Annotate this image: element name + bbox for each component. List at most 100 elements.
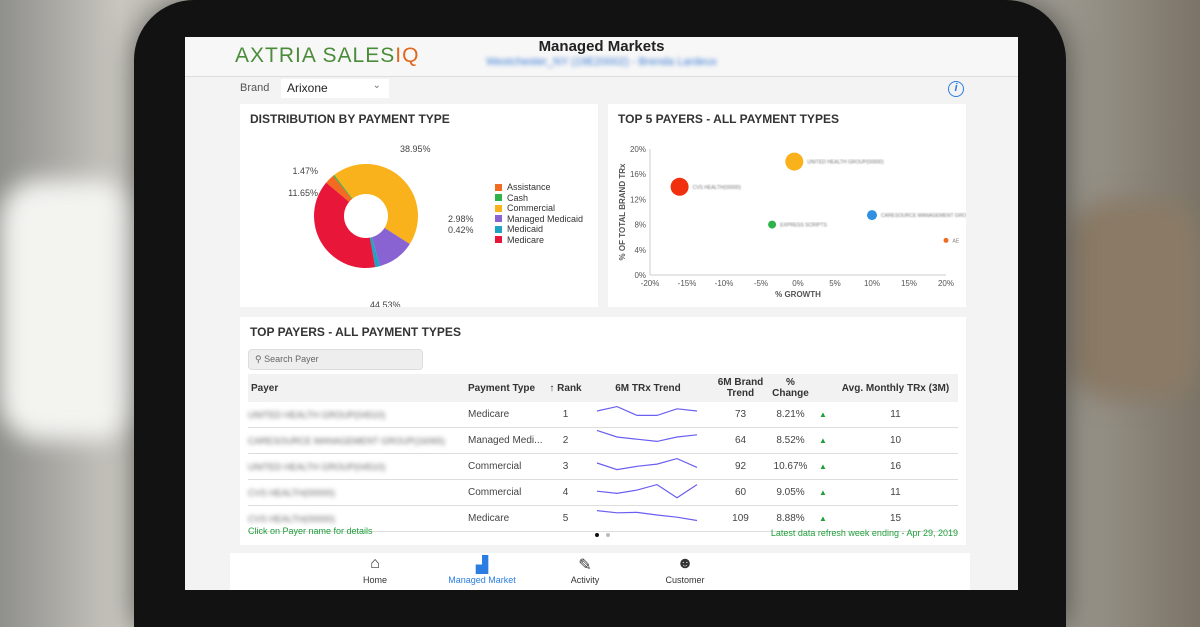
col-rank[interactable]: ↑ Rank <box>548 374 583 402</box>
trx-trend-sparkline <box>583 505 713 532</box>
page-dot[interactable] <box>606 533 610 537</box>
legend-label: Medicaid <box>507 224 544 235</box>
legend-label: Assistance <box>507 182 551 193</box>
brand-trend: 109 <box>713 505 768 532</box>
point-label: CARESOURCE MANAGEMENT GROUP <box>881 213 966 219</box>
y-axis-label: % OF TOTAL BRAND TRx <box>618 163 627 260</box>
donut-chart: 2.98%0.42% 44.53% 11.65% 1.47% 38.95% <box>288 144 473 307</box>
payer-name-link[interactable]: CARESOURCE MANAGEMENT GROUP(16065) <box>248 427 468 454</box>
payer-name-link[interactable]: UNITED HEALTH GROUP(04510) <box>248 402 468 428</box>
avg-monthly-trx: 15 <box>833 505 958 532</box>
home-icon: ⌂ <box>370 555 380 572</box>
brand-label: Brand <box>240 82 270 94</box>
donut-slice-commercial[interactable] <box>334 163 418 244</box>
rank: 2 <box>548 427 583 454</box>
x-tick: -10% <box>715 279 734 288</box>
info-icon[interactable]: i <box>948 81 964 97</box>
x-axis-label: % GROWTH <box>775 290 821 299</box>
legend-item[interactable]: Medicaid <box>495 224 583 235</box>
brand-trend: 60 <box>713 479 768 506</box>
distribution-panel: DISTRIBUTION BY PAYMENT TYPE 2.98% 0.42% 4… <box>240 104 598 307</box>
point-label: CVS HEALTH(00000) <box>693 185 742 191</box>
avg-monthly-trx: 10 <box>833 427 958 454</box>
sparkline <box>596 405 698 416</box>
page-dot-active[interactable] <box>595 533 599 537</box>
top5-panel: TOP 5 PAYERS - ALL PAYMENT TYPES 0% 4% 8% 1… <box>608 104 966 307</box>
donut-slice-assistance[interactable] <box>326 175 353 202</box>
donut-slice-managed-medicaid[interactable] <box>371 227 410 267</box>
payment-type: Commercial <box>468 453 548 480</box>
logo: AXTRIA SALESIQ <box>235 44 420 67</box>
nav-managed-market[interactable]: ▟ Managed Market <box>442 555 522 585</box>
rank: 4 <box>548 479 583 506</box>
brand-dropdown[interactable]: Arixone ⌄ <box>281 79 389 98</box>
bottom-nav: ⌂ Home ▟ Managed Market ✎ Activity ☻ Customer <box>230 553 970 590</box>
scatter-point[interactable] <box>943 237 949 243</box>
legend-item[interactable]: Cash <box>495 193 583 204</box>
scatter-point[interactable] <box>867 210 877 221</box>
donut-slice-medicare[interactable] <box>314 182 376 268</box>
payer-name-link[interactable]: CVS HEALTH(00000) <box>248 505 468 532</box>
background-car <box>0 180 140 440</box>
legend-item[interactable]: Medicare <box>495 235 583 246</box>
app-screen: AXTRIA SALESIQ Managed Markets Westchest… <box>185 37 1018 590</box>
activity-icon: ✎ <box>578 557 592 574</box>
col-payer[interactable]: Payer <box>248 374 468 402</box>
legend-item[interactable]: Assistance <box>495 182 583 193</box>
avg-monthly-trx: 11 <box>833 402 958 428</box>
legend-label: Medicare <box>507 234 545 245</box>
point-label: AE <box>953 238 960 244</box>
up-arrow-icon: ▲ <box>813 402 833 428</box>
table-row[interactable]: UNITED HEALTH GROUP(04510) Commercial 3 … <box>248 453 958 480</box>
legend-swatch <box>495 225 502 233</box>
nav-home[interactable]: ⌂ Home <box>335 555 415 585</box>
table-row[interactable]: CARESOURCE MANAGEMENT GROUP(16065) Manag… <box>248 427 958 454</box>
table-row[interactable]: CVS HEALTH(00000) Commercial 4 60 9.05% … <box>248 479 958 506</box>
payer-name-link[interactable]: CVS HEALTH(00000) <box>248 479 468 506</box>
scatter-point[interactable] <box>785 152 804 171</box>
scatter-point[interactable] <box>768 220 777 229</box>
sparkline <box>596 429 698 443</box>
col-payment-type[interactable]: Payment Type <box>468 374 548 402</box>
scatter-chart: 0% 4% 8% 12% 16% 20% -20% -15% -10% -5% 0% 5% 10% 15%… <box>618 145 966 299</box>
legend-item[interactable]: Commercial <box>495 203 583 214</box>
x-tick: 5% <box>829 279 841 288</box>
distribution-title: DISTRIBUTION BY PAYMENT TYPE <box>250 112 450 126</box>
payment-type: Medicare <box>468 505 548 532</box>
donut-slice-medicaid[interactable] <box>369 237 380 268</box>
nav-activity[interactable]: ✎ Activity <box>545 555 625 585</box>
payer-hint: Click on Payer name for details <box>248 526 373 536</box>
percent-change: 8.52% <box>768 427 813 454</box>
nav-label: Managed Market <box>448 575 516 585</box>
territory-subtitle[interactable]: Westchester_NY (19E20002) - Brenda Larde… <box>486 56 717 68</box>
brand-trend: 92 <box>713 453 768 480</box>
percent-change: 10.67% <box>768 453 813 480</box>
rank: 1 <box>548 402 583 428</box>
scatter-point[interactable] <box>670 177 689 196</box>
legend-label: Cash <box>507 192 529 203</box>
legend-item[interactable]: Managed Medicaid <box>495 214 583 225</box>
chevron-down-icon: ⌄ <box>372 80 381 91</box>
col-trend: 6M TRx Trend <box>583 374 713 402</box>
donut-slice-cash[interactable] <box>333 174 353 199</box>
table-row[interactable]: CVS HEALTH(00000) Medicare 5 109 8.88% ▲… <box>248 505 958 532</box>
sort-arrow-icon: ↑ <box>549 382 558 394</box>
brand-trend: 64 <box>713 427 768 454</box>
percent-change: 8.88% <box>768 505 813 532</box>
legend-label: Managed Medicaid <box>507 213 584 224</box>
y-tick: 4% <box>634 246 646 255</box>
header: AXTRIA SALESIQ Managed Markets Westchest… <box>185 37 1018 77</box>
x-tick: 10% <box>864 279 880 288</box>
trx-trend-sparkline <box>583 427 713 454</box>
x-tick: 0% <box>792 279 804 288</box>
payer-name-link[interactable]: UNITED HEALTH GROUP(04510) <box>248 453 468 480</box>
page-title: Managed Markets <box>538 38 665 55</box>
x-tick: -20% <box>641 279 660 288</box>
nav-label: Activity <box>570 575 600 585</box>
table-row[interactable]: UNITED HEALTH GROUP(04510) Medicare 1 73… <box>248 402 958 428</box>
trx-trend-sparkline <box>583 479 713 506</box>
search-payer-input[interactable]: ⚲ Search Payer <box>248 349 423 370</box>
nav-customer[interactable]: ☻ Customer <box>645 555 725 585</box>
y-tick: 20% <box>630 145 646 154</box>
x-tick: -15% <box>678 279 697 288</box>
